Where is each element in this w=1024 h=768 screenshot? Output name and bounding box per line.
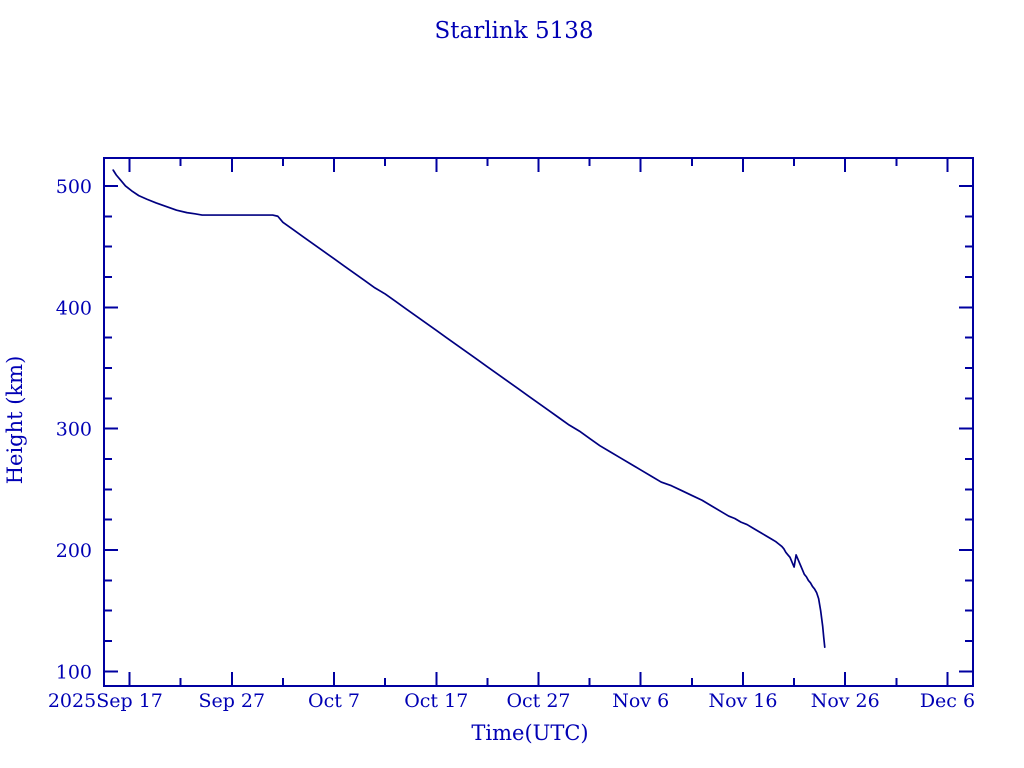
x-tick-label: Oct 7 — [308, 690, 360, 712]
page-title: Starlink 5138 — [434, 18, 593, 44]
x-tick-label: Dec 6 — [920, 690, 975, 712]
x-tick-label: Nov 6 — [612, 690, 669, 712]
x-tick-label: Sep 17 — [96, 690, 163, 712]
y-axis-title: Height (km) — [3, 356, 27, 485]
y-axis-tick-labels: 500 400 300 200 100 — [56, 176, 92, 684]
y-tick-label: 200 — [56, 540, 92, 562]
x-axis-title: Time(UTC) — [471, 721, 588, 745]
y-tick-label: 500 — [56, 176, 92, 198]
x-tick-label: Nov 26 — [811, 690, 880, 712]
x-axis-ticks — [128, 158, 949, 686]
x-axis-year-label: 2025 — [48, 690, 96, 712]
height-decay-curve — [112, 169, 826, 649]
x-tick-label: Oct 17 — [404, 690, 468, 712]
y-tick-label: 100 — [56, 661, 92, 683]
x-tick-label: Nov 16 — [708, 690, 777, 712]
y-tick-label: 400 — [56, 297, 92, 319]
x-axis-tick-labels: Sep 17 Sep 27 Oct 7 Oct 17 Oct 27 Nov 6 Nov 16… — [96, 690, 975, 712]
y-axis-ticks — [104, 184, 973, 673]
x-tick-label: Oct 27 — [506, 690, 570, 712]
x-tick-label: Sep 27 — [198, 690, 265, 712]
y-tick-label: 300 — [56, 419, 92, 441]
